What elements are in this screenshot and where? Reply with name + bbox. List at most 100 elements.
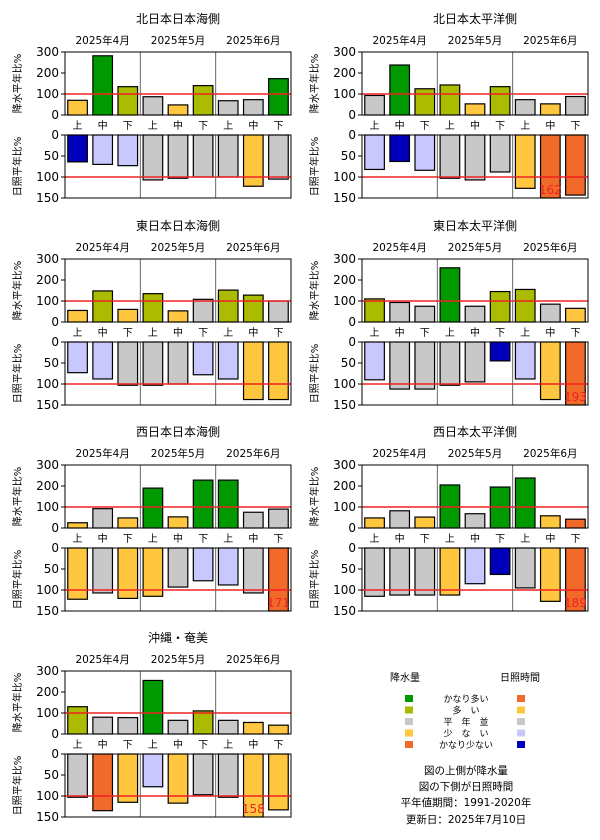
precip-axis-title: 降水平年比% — [308, 54, 321, 114]
dekad-label: 中 — [173, 532, 183, 545]
dekad-label: 上 — [223, 739, 233, 751]
sunshine-bar — [489, 134, 511, 173]
sunshine-bar — [192, 547, 214, 582]
precip-bar — [439, 84, 461, 116]
dekad-label: 中 — [470, 326, 480, 339]
legend-category-label: 少 な い — [443, 729, 488, 740]
month-label: 2025年6月 — [523, 447, 577, 460]
precip-bar — [268, 724, 289, 735]
sunshine-bar — [414, 547, 436, 596]
sunshine-bar — [117, 753, 139, 803]
dekad-label: 下 — [198, 534, 208, 545]
sunshine-bar — [464, 134, 486, 181]
sunshine-plot-frame — [361, 547, 589, 612]
sunshine-tick-label: 100 — [333, 377, 356, 391]
dekad-label: 下 — [420, 328, 430, 339]
legend-sun-swatch — [517, 741, 525, 748]
sunshine-bar — [117, 547, 139, 600]
sunshine-bar — [268, 134, 289, 180]
month-label: 2025年4月 — [372, 241, 426, 254]
precip-bar — [489, 290, 511, 323]
precip-bar — [242, 99, 264, 116]
dekad-label: 上 — [148, 120, 158, 132]
dekad-label: 下 — [420, 534, 430, 545]
precip-axis-title: 降水平年比% — [308, 467, 321, 527]
sunshine-bar — [217, 341, 239, 380]
legend-sun-header: 日照時間 — [500, 672, 540, 684]
sunshine-bar — [364, 547, 385, 597]
sunshine-bar — [242, 547, 264, 594]
precip-axis-title: 降水平年比% — [11, 54, 24, 114]
region-panel: 北日本太平洋側 2025年4月 2025年5月 2025年6月 0 100 200 300 降水… — [308, 11, 589, 205]
dekad-label: 下 — [570, 534, 580, 545]
precip-tick-label: 100 — [36, 87, 59, 101]
dekad-label: 下 — [198, 121, 208, 132]
dekad-label: 中 — [248, 532, 258, 545]
dekad-label: 中 — [248, 326, 258, 339]
region-title: 東日本太平洋側 — [433, 218, 517, 233]
dekad-label: 上 — [73, 533, 83, 545]
month-label: 2025年4月 — [75, 241, 129, 254]
legend-precip-header: 降水量 — [390, 671, 420, 684]
precip-bar — [268, 78, 289, 116]
sunshine-tick-label: 0 — [348, 128, 356, 142]
precip-bar — [565, 518, 586, 529]
dekad-label: 上 — [520, 533, 530, 545]
month-label: 2025年6月 — [226, 447, 280, 460]
precip-tick-label: 300 — [36, 45, 59, 59]
sunshine-tick-label: 0 — [51, 747, 59, 761]
month-label: 2025年4月 — [75, 653, 129, 666]
precip-bar — [92, 508, 114, 529]
dekad-label: 下 — [495, 328, 505, 339]
sunshine-bar — [489, 547, 511, 576]
precip-bar — [414, 305, 436, 323]
sunshine-bar — [67, 547, 88, 600]
sunshine-tick-label: 50 — [44, 356, 59, 370]
dekad-label: 上 — [370, 327, 380, 339]
precip-plot-frame — [361, 258, 589, 323]
precip-bar — [439, 267, 461, 323]
precip-tick-label: 200 — [333, 479, 356, 493]
dekad-label: 中 — [470, 119, 480, 132]
dekad-label: 上 — [148, 327, 158, 339]
sunshine-plot-frame — [64, 753, 292, 818]
region-panel: 東日本太平洋側 2025年4月 2025年5月 2025年6月 0 100 200 300 降水… — [308, 218, 589, 412]
dekad-label: 下 — [495, 121, 505, 132]
precip-bar — [464, 513, 486, 529]
precip-bar — [167, 104, 189, 116]
precip-bar — [539, 515, 561, 529]
sunshine-bar — [217, 547, 239, 586]
dekad-label: 中 — [173, 738, 183, 751]
precip-bar — [268, 300, 289, 323]
precip-bar — [539, 303, 561, 323]
precip-bar — [364, 94, 385, 116]
precip-tick-label: 200 — [36, 479, 59, 493]
region-panel: 北日本日本海側 2025年4月 2025年5月 2025年6月 0 100 200 300 降水… — [11, 11, 292, 205]
precip-bar — [539, 103, 561, 116]
dekad-label: 中 — [248, 119, 258, 132]
legend-category-label: かなり少ない — [439, 740, 493, 751]
precip-bar — [67, 309, 88, 323]
dekad-label: 中 — [98, 532, 108, 545]
month-label: 2025年6月 — [523, 241, 577, 254]
dekad-label: 下 — [420, 121, 430, 132]
legend-precip-swatch — [405, 741, 413, 748]
precip-bar — [142, 293, 164, 323]
sunshine-tick-label: 150 — [36, 398, 59, 412]
dekad-label: 下 — [123, 740, 133, 751]
precip-tick-label: 300 — [333, 45, 356, 59]
precip-bar — [464, 305, 486, 323]
region-title: 北日本太平洋側 — [433, 11, 517, 26]
dekad-label: 中 — [98, 738, 108, 751]
sunshine-bar — [389, 341, 411, 390]
precip-bar — [242, 294, 264, 323]
precip-tick-label: 0 — [51, 727, 59, 741]
dekad-label: 下 — [123, 328, 133, 339]
month-label: 2025年4月 — [372, 447, 426, 460]
dekad-label: 下 — [570, 121, 580, 132]
precip-bar — [117, 308, 139, 323]
dekad-label: 下 — [123, 534, 133, 545]
dekad-label: 中 — [545, 532, 555, 545]
precip-bar — [67, 522, 88, 529]
